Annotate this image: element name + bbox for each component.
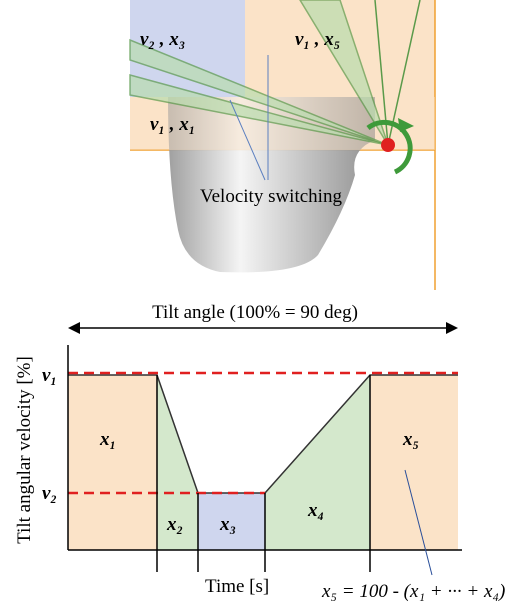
region-label: v₂ , x₃	[140, 29, 185, 50]
region-label: v₁ , x₅	[295, 29, 340, 50]
graph-title: Tilt angle (100% = 90 deg)	[152, 302, 358, 323]
phase-label: x₄	[307, 500, 324, 521]
level-label: v₁	[42, 365, 57, 386]
region-label: v₁ , x₁	[150, 114, 195, 135]
level-label: v₂	[42, 483, 57, 504]
phase-4	[265, 375, 370, 550]
phase-label: x₃	[219, 514, 236, 535]
figure: v₂ , x₃ v₁ , x₅ v₁ , x₁ Velocity switchi…	[0, 0, 518, 607]
formula: x₅ = 100 - (x₁ + ··· + x₄)	[321, 581, 505, 602]
pivot	[381, 138, 395, 152]
annotation: Velocity switching	[200, 186, 342, 207]
x-axis-label: Time [s]	[205, 576, 269, 597]
y-axis-label: Tilt angular velocity [%]	[14, 356, 35, 544]
arrow-head	[68, 322, 80, 334]
phase-label: x₂	[166, 514, 183, 535]
arrow-head	[446, 322, 458, 334]
phase-label: x₁	[99, 429, 116, 450]
phase-5	[370, 375, 458, 550]
phase-label: x₅	[402, 429, 419, 450]
phase-1	[68, 375, 157, 550]
